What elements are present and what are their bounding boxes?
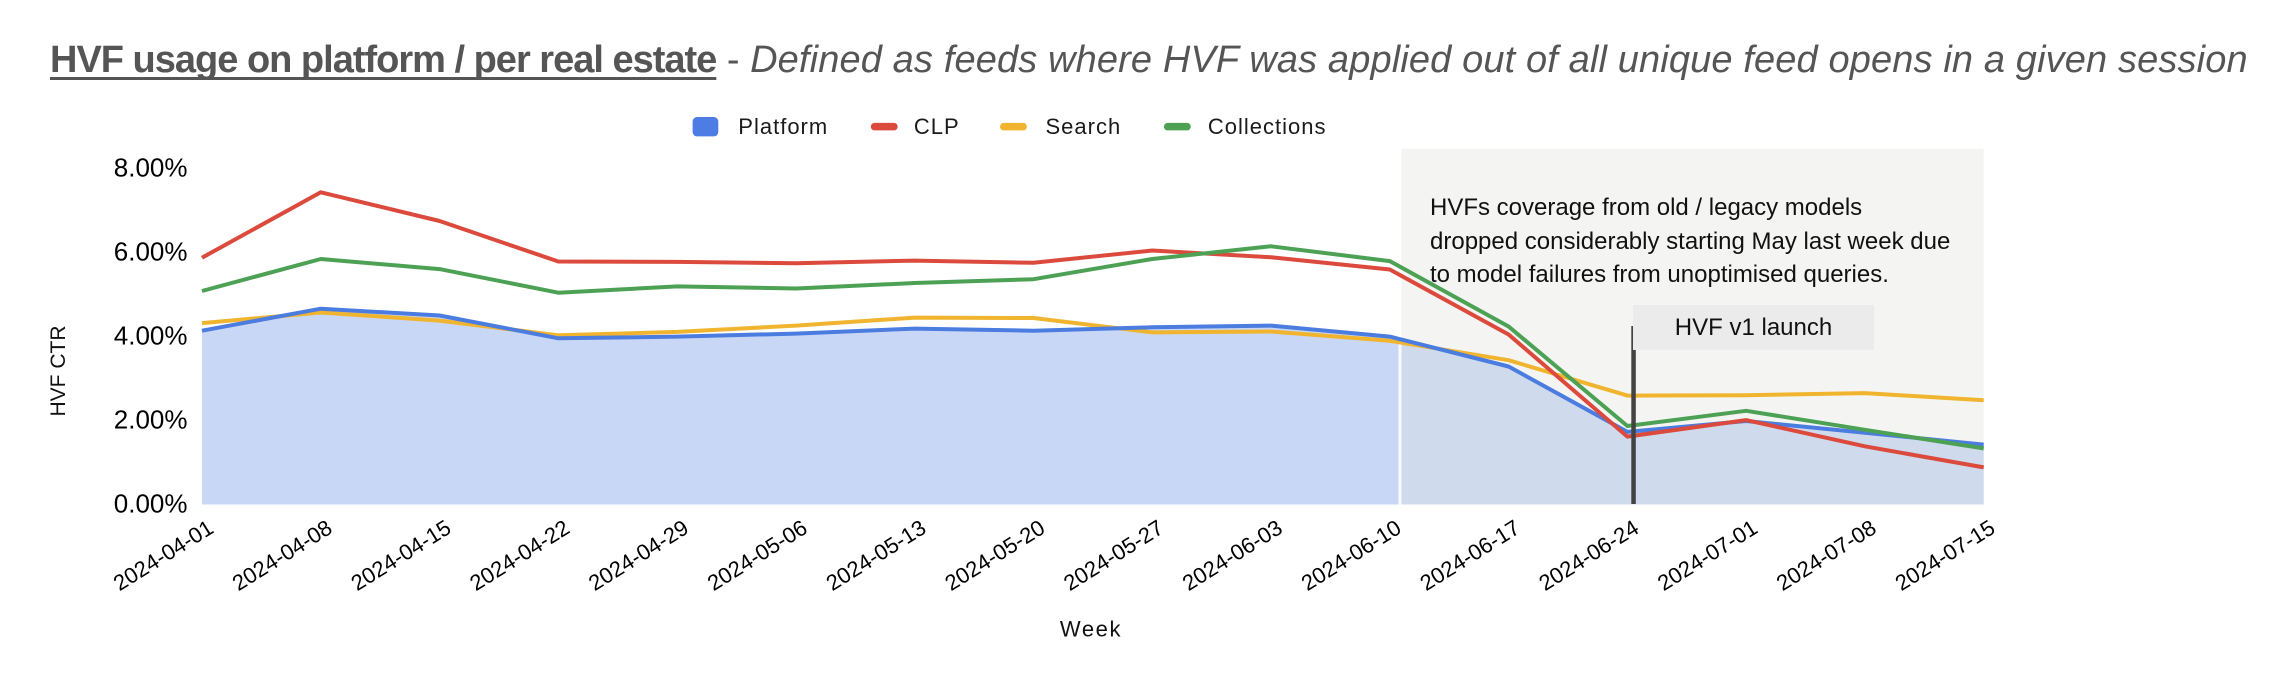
svg-text:2024-07-08: 2024-07-08 <box>1772 515 1881 596</box>
svg-text:2024-04-01: 2024-04-01 <box>109 515 218 596</box>
svg-text:2024-04-08: 2024-04-08 <box>228 515 337 596</box>
svg-text:2024-06-03: 2024-06-03 <box>1178 515 1287 596</box>
svg-text:Week: Week <box>1060 617 1122 642</box>
svg-text:2024-06-24: 2024-06-24 <box>1534 515 1643 596</box>
svg-text:0.00%: 0.00% <box>114 488 188 518</box>
svg-text:2024-06-10: 2024-06-10 <box>1297 515 1406 596</box>
svg-text:2024-05-27: 2024-05-27 <box>1059 515 1168 596</box>
svg-text:4.00%: 4.00% <box>114 320 188 350</box>
svg-text:2024-07-01: 2024-07-01 <box>1653 515 1762 596</box>
svg-text:8.00%: 8.00% <box>114 152 188 182</box>
svg-text:HVF CTR: HVF CTR <box>47 326 70 417</box>
svg-text:2024-07-15: 2024-07-15 <box>1891 515 2000 596</box>
svg-text:6.00%: 6.00% <box>114 236 188 266</box>
svg-text:2024-04-22: 2024-04-22 <box>465 515 574 596</box>
svg-text:2024-04-29: 2024-04-29 <box>584 515 693 596</box>
svg-text:2024-06-17: 2024-06-17 <box>1416 515 1525 596</box>
svg-text:2024-05-20: 2024-05-20 <box>940 515 1049 596</box>
svg-text:2024-05-13: 2024-05-13 <box>822 515 931 596</box>
svg-text:2024-05-06: 2024-05-06 <box>703 515 812 596</box>
svg-text:2.00%: 2.00% <box>114 404 188 434</box>
svg-text:2024-04-15: 2024-04-15 <box>347 515 456 596</box>
